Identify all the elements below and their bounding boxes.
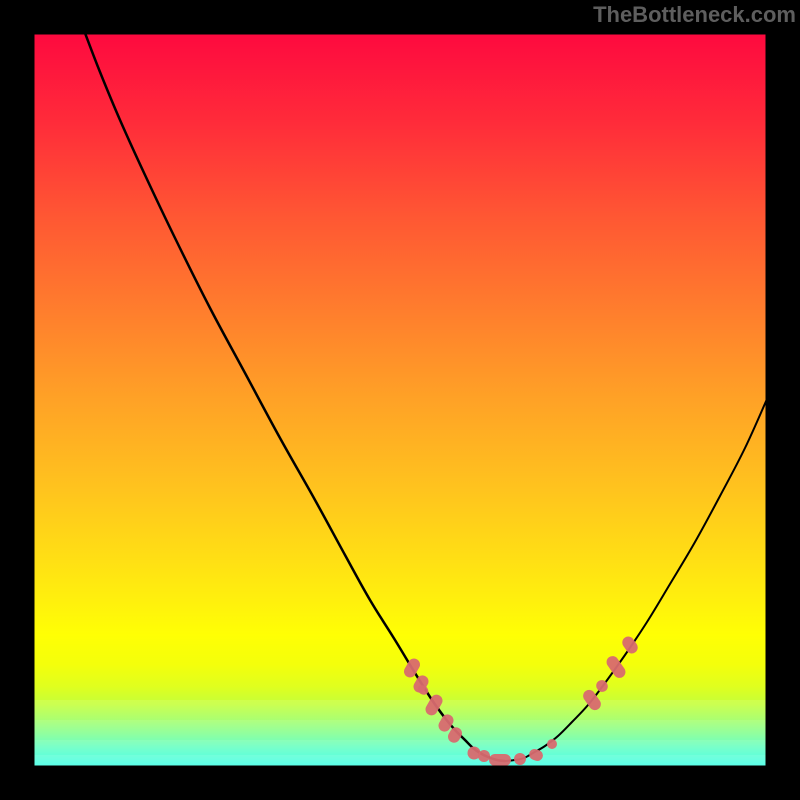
bottleneck-chart [0,0,800,800]
watermark-text: TheBottleneck.com [593,2,796,28]
gradient-background [33,33,767,767]
chart-container: TheBottleneck.com [0,0,800,800]
bottom-haze-band [33,700,767,767]
